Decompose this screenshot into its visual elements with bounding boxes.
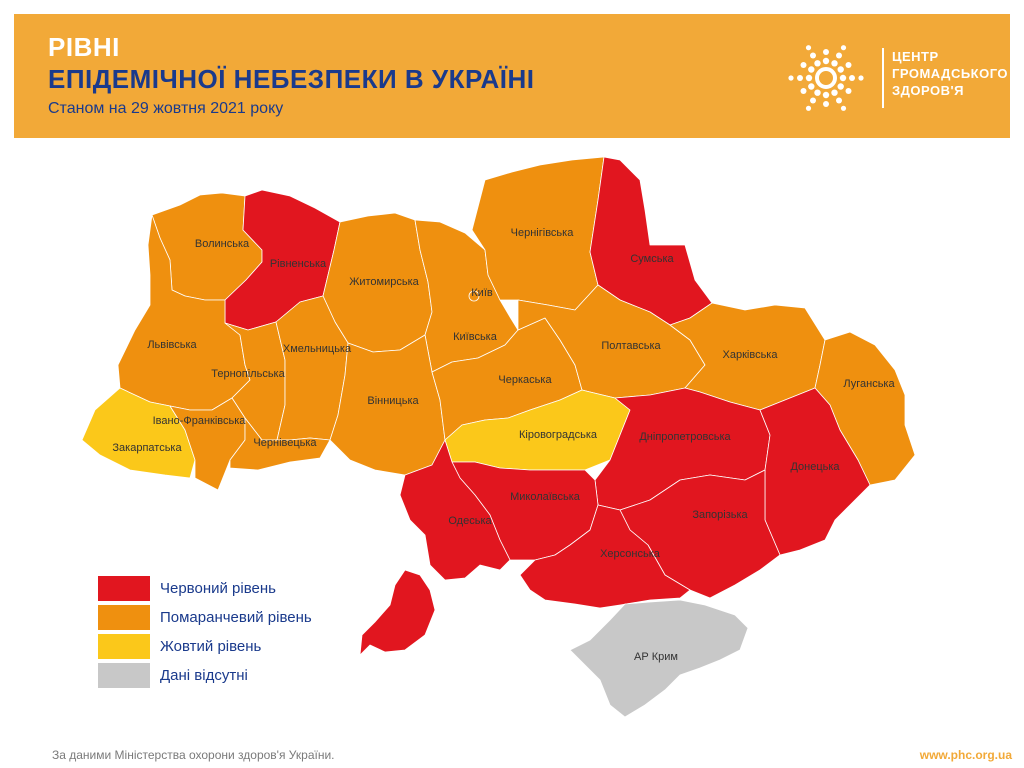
logo-text-line-1: ЦЕНТР: [892, 49, 939, 64]
region-label: Чернігівська: [511, 227, 575, 239]
region-kyiv-city[interactable]: [468, 290, 480, 302]
region-label: Одеська: [448, 515, 492, 527]
region-label: Сумська: [630, 253, 674, 265]
logo-separator: [882, 48, 884, 108]
region-crimea[interactable]: [569, 599, 749, 718]
region-label: Черкаська: [498, 374, 552, 386]
region-label: Рівненська: [270, 258, 327, 270]
region-label: Хмельницька: [283, 343, 352, 355]
region-label: Луганська: [843, 378, 895, 390]
region-label: Івано-Франківська: [153, 415, 247, 427]
legend-label-yellow: Жовтий рівень: [160, 638, 262, 655]
region-label: Тернопільська: [211, 368, 285, 380]
region-label: Київ: [471, 287, 493, 299]
legend-swatch-yellow: [98, 634, 150, 659]
sun-dots-logo-icon: [788, 45, 864, 111]
region-khersonska[interactable]: [519, 504, 691, 609]
region-odeska[interactable]: [399, 439, 511, 581]
region-label: Донецька: [790, 461, 840, 473]
region-label: Харківська: [723, 349, 779, 361]
date-line: Станом на 29 жовтня 2021 року: [48, 100, 284, 117]
region-label: Кіровоградська: [519, 429, 598, 441]
logo-text-line-2: ГРОМАДСЬКОГО: [892, 66, 1009, 81]
region-label: Запорізька: [692, 509, 748, 521]
region-chernivetska[interactable]: [229, 417, 331, 471]
region-label: Закарпатська: [112, 442, 182, 454]
region-label: Чернівецька: [253, 437, 317, 449]
region-label: Миколаївська: [510, 491, 581, 503]
legend-label-red: Червоний рівень: [160, 580, 276, 597]
legend-swatch-red: [98, 576, 150, 601]
region-label: Вінницька: [367, 395, 419, 407]
legend-label-orange: Помаранчевий рівень: [160, 609, 312, 626]
legend-swatch-gray: [98, 663, 150, 688]
footer-source: За даними Міністерства охорони здоров'я …: [52, 748, 335, 762]
region-label: Житомирська: [349, 276, 419, 288]
region-label: Полтавська: [601, 340, 661, 352]
legend: Червоний рівень Помаранчевий рівень Жовт…: [98, 574, 312, 690]
title-line-1: РІВНІ: [48, 32, 120, 62]
logo-text-line-3: ЗДОРОВ'Я: [892, 83, 964, 98]
region-label: Херсонська: [600, 548, 661, 560]
region-label: Волинська: [195, 238, 250, 250]
legend-swatch-orange: [98, 605, 150, 630]
title-line-2: ЕПІДЕМІЧНОЇ НЕБЕЗПЕКИ В УКРАЇНІ: [48, 64, 535, 94]
legend-item-orange: Помаранчевий рівень: [98, 603, 312, 632]
footer-url-link[interactable]: www.phc.org.ua: [919, 748, 1012, 762]
logo-text: ЦЕНТР ГРОМАДСЬКОГО ЗДОРОВ'Я: [892, 48, 1008, 99]
legend-item-red: Червоний рівень: [98, 574, 312, 603]
region-label: Київська: [453, 331, 498, 343]
region-label: Львівська: [147, 339, 197, 351]
legend-item-yellow: Жовтий рівень: [98, 632, 312, 661]
region-label: АР Крим: [634, 651, 678, 663]
legend-item-gray: Дані відсутні: [98, 661, 312, 690]
legend-label-gray: Дані відсутні: [160, 667, 248, 684]
region-label: Дніпропетровська: [639, 431, 731, 443]
region-odeska-south[interactable]: [359, 569, 436, 656]
region-zakarpatska[interactable]: [81, 387, 196, 479]
header-banner: РІВНІ ЕПІДЕМІЧНОЇ НЕБЕЗПЕКИ В УКРАЇНІ Ст…: [14, 14, 1010, 138]
